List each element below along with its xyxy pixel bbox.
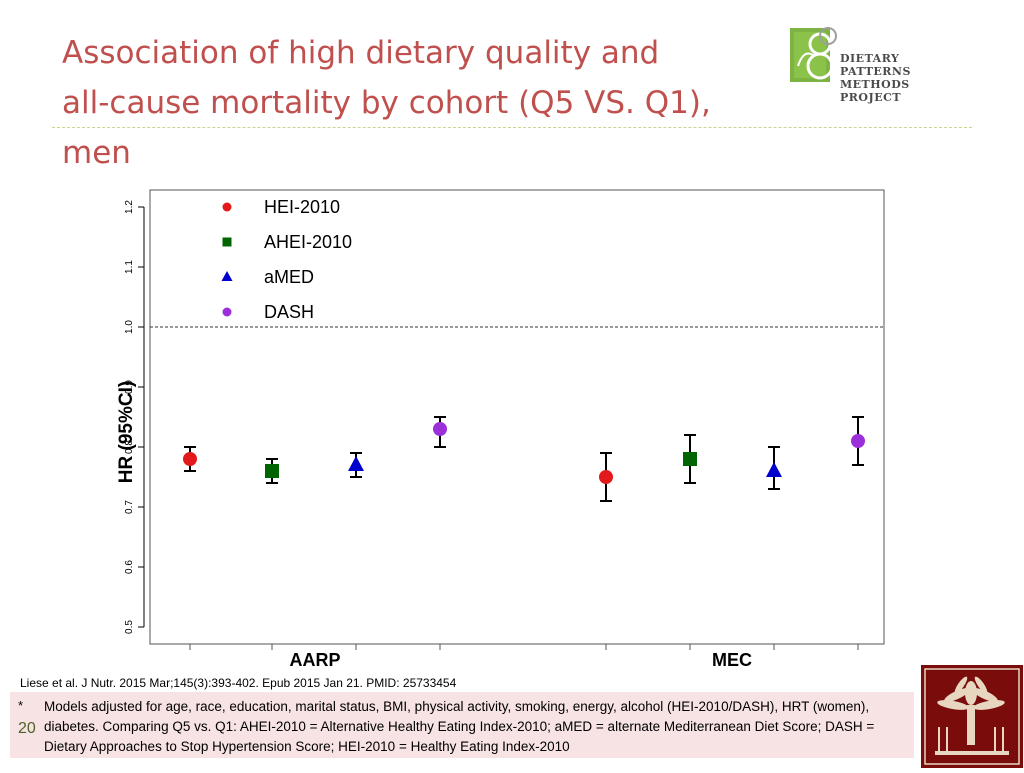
chart-marks — [183, 416, 865, 502]
marker-circle — [599, 470, 613, 484]
data-point-amed-mec — [766, 446, 782, 490]
marker-circle — [851, 434, 865, 448]
y-axis-label: HR (95%CI) — [116, 381, 137, 483]
footnote-box — [10, 692, 914, 758]
slide-number: 20 — [18, 720, 36, 737]
slide-title-line-1: Association of high dietary quality and — [62, 35, 660, 71]
logo-line-1: DIETARY PATTERNS — [840, 52, 911, 78]
footnote-marker: * — [18, 698, 24, 713]
legend-item: AHEI-2010 — [222, 232, 352, 252]
legend-label: HEI-2010 — [264, 197, 340, 217]
y-tick-label: 0.9 — [124, 380, 135, 394]
y-tick-label: 1.0 — [124, 320, 135, 334]
y-tick-label: 1.2 — [124, 200, 135, 214]
legend-label: AHEI-2010 — [264, 232, 352, 252]
marker-square — [683, 452, 697, 466]
hazard-ratio-chart: 0.5 0.6 0.7 0.8 0.9 1.0 1.1 1.2 HR (95%CI) HEI-… — [116, 189, 885, 670]
legend-item: aMED — [221, 267, 314, 287]
y-tick-label: 0.6 — [124, 560, 135, 574]
group-labels: AARP MEC — [189, 644, 859, 670]
marker-circle — [433, 422, 447, 436]
dietary-patterns-logo: DIETARY PATTERNS METHODS PROJECT — [790, 26, 970, 104]
marker-triangle — [766, 462, 782, 477]
title-divider — [52, 127, 972, 128]
data-point-amed-aarp — [348, 452, 364, 478]
y-axis: 0.5 0.6 0.7 0.8 0.9 1.0 1.1 1.2 — [124, 200, 145, 634]
slide-title-line-2: all-cause mortality by cohort (Q5 VS. Q1… — [62, 85, 711, 171]
legend-label: DASH — [264, 302, 314, 322]
data-point-dash-aarp — [433, 416, 447, 448]
y-tick-label: 0.8 — [124, 440, 135, 454]
y-tick-label: 1.1 — [124, 260, 135, 274]
logo-line-2: METHODS PROJECT — [840, 78, 910, 104]
data-point-hei-2010-mec — [599, 452, 613, 502]
plot-frame — [149, 189, 885, 645]
group-label: MEC — [712, 650, 752, 670]
legend-label: aMED — [264, 267, 314, 287]
data-point-hei-2010-aarp — [183, 446, 197, 472]
y-tick-label: 0.5 — [124, 620, 135, 634]
legend-item: DASH — [222, 302, 314, 322]
legend-item: HEI-2010 — [222, 197, 340, 217]
data-point-dash-mec — [851, 416, 865, 466]
data-point-ahei-2010-aarp — [265, 458, 279, 484]
y-tick-label: 0.7 — [124, 500, 135, 514]
palmetto-tree-seal-icon — [921, 665, 1023, 768]
marker-triangle — [348, 456, 364, 471]
legend-marker — [222, 237, 232, 247]
slide-title: Association of high dietary quality and … — [62, 28, 782, 178]
group-label: AARP — [289, 650, 340, 670]
legend-marker — [221, 271, 233, 281]
legend-marker — [222, 202, 232, 212]
leaf-figure-eight-logo-icon — [790, 27, 837, 82]
legend-marker — [222, 307, 232, 317]
chart-legend: HEI-2010 AHEI-2010 aMED DASH — [221, 197, 352, 322]
data-point-ahei-2010-mec — [683, 434, 697, 484]
logo-text: DIETARY PATTERNS METHODS PROJECT — [840, 52, 970, 104]
marker-square — [265, 464, 279, 478]
citation: Liese et al. J Nutr. 2015 Mar;145(3):393… — [20, 676, 457, 690]
footnote-text: Models adjusted for age, race, education… — [44, 699, 875, 754]
marker-circle — [183, 452, 197, 466]
